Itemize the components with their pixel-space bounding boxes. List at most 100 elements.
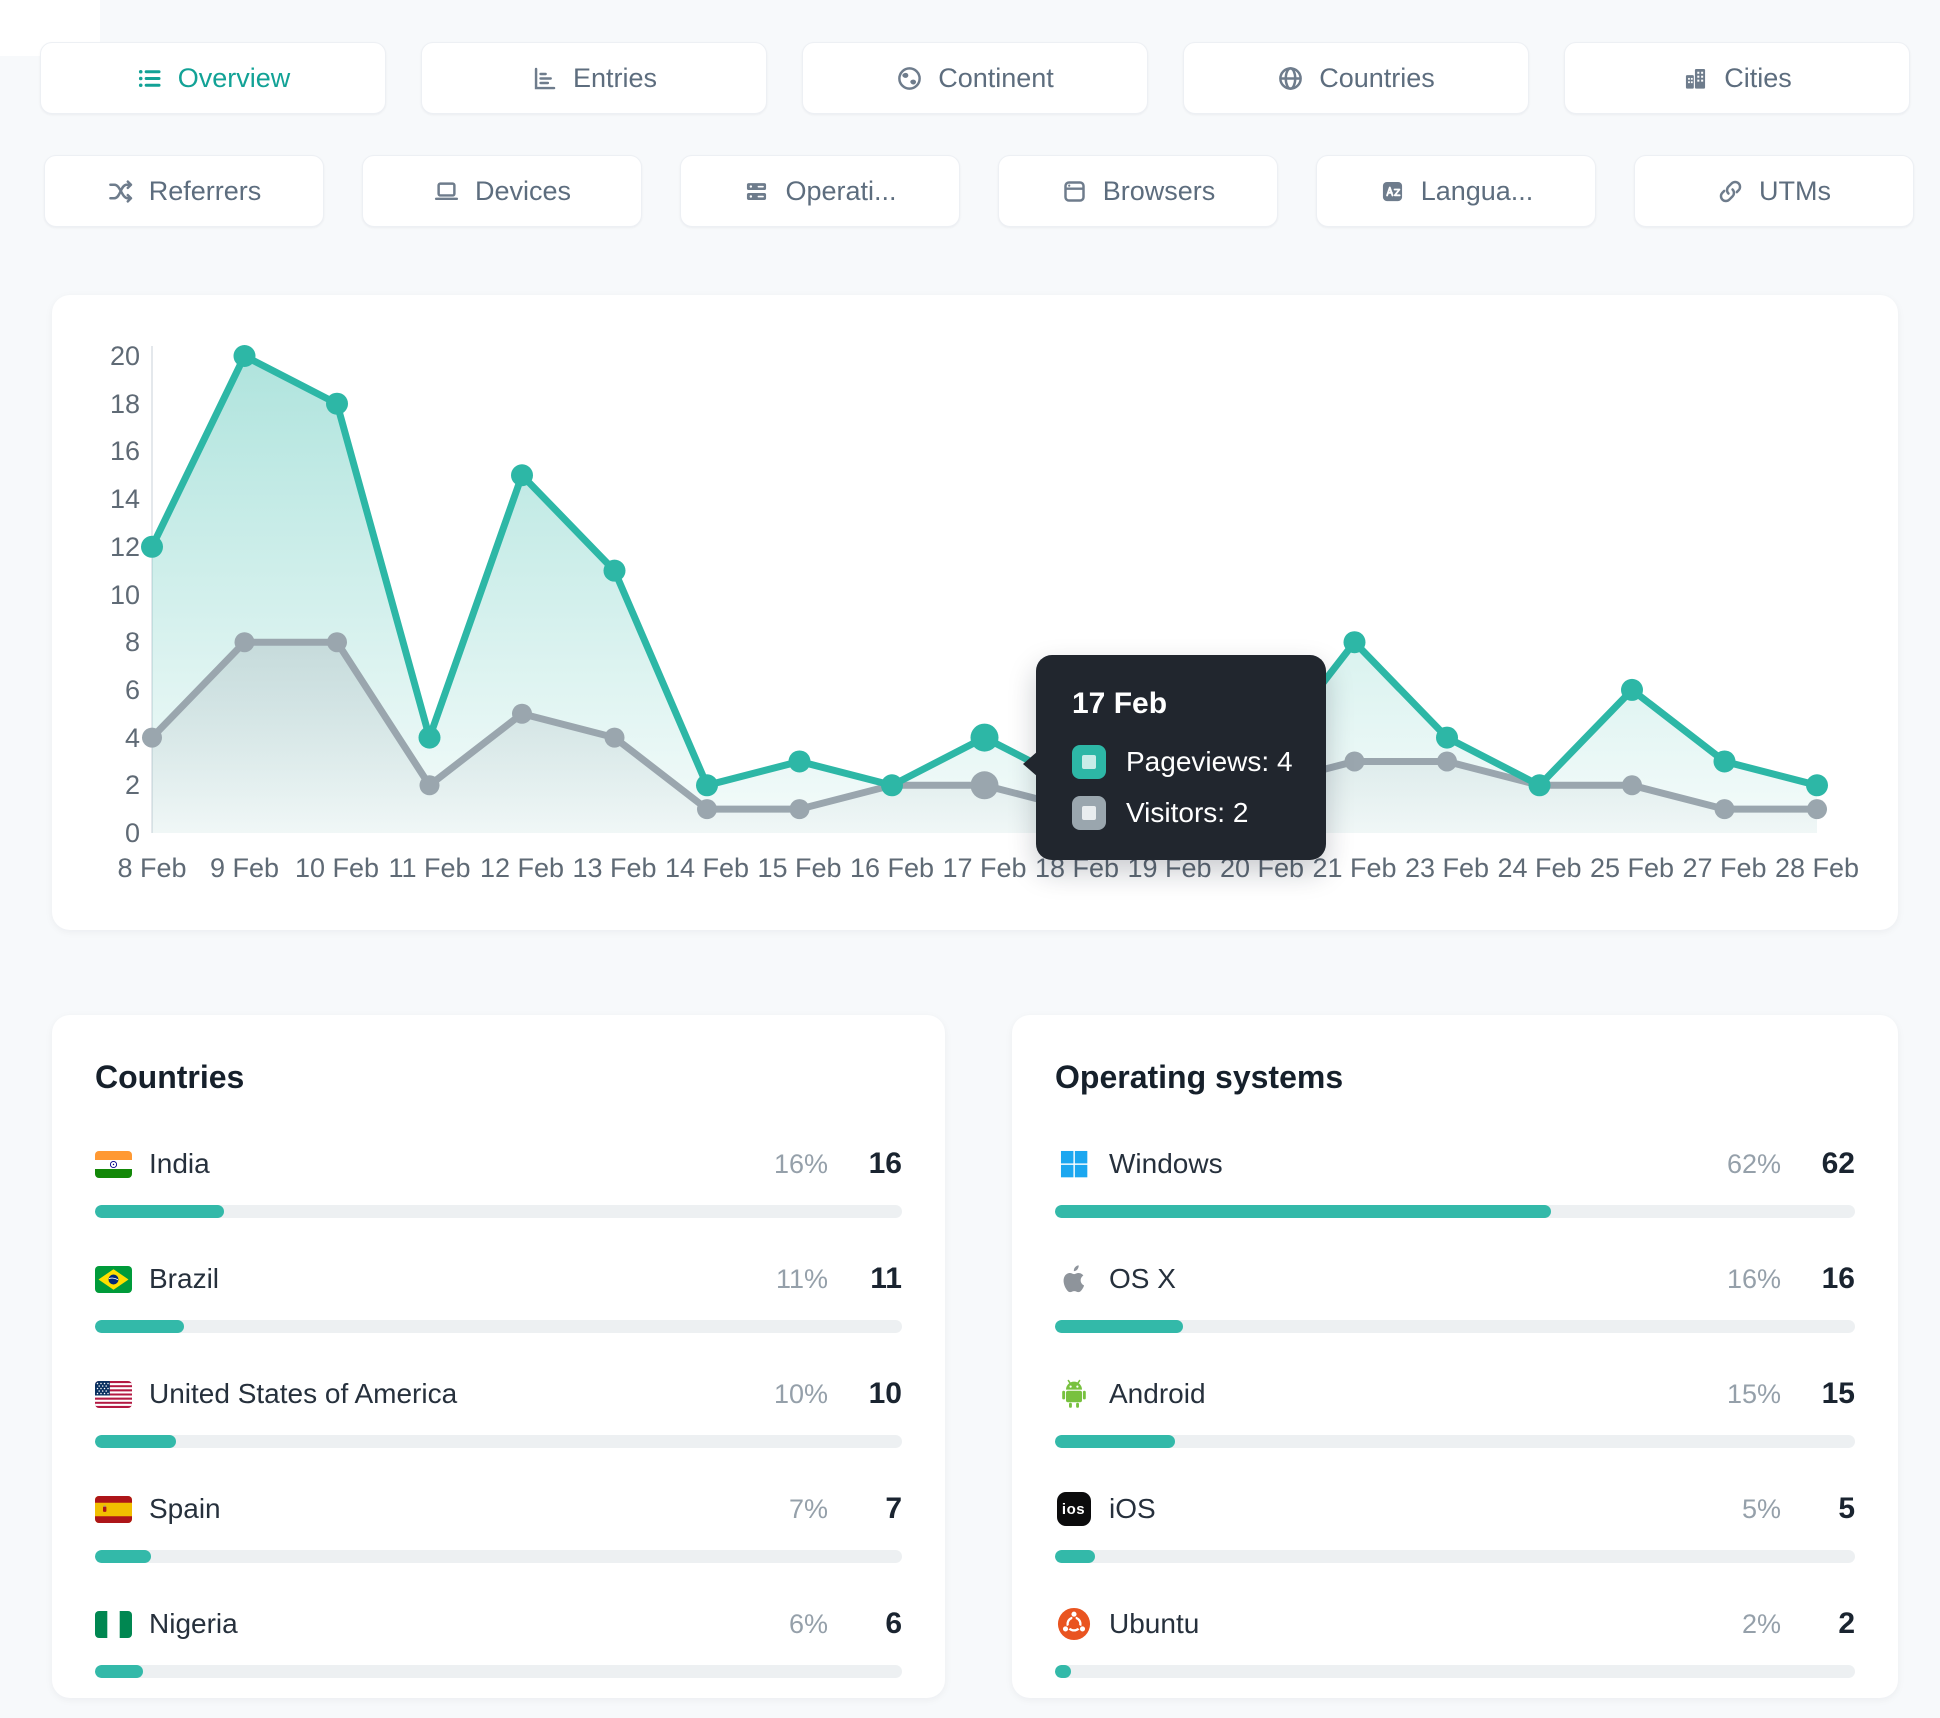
y-axis-label: 10 [109, 579, 140, 610]
visitors-point[interactable] [1437, 751, 1457, 772]
visitors-point[interactable] [234, 632, 255, 653]
visitors-point[interactable] [419, 775, 440, 796]
country-name: India [149, 1148, 210, 1179]
tab-cities[interactable]: Cities [1564, 42, 1910, 114]
nigeria-flag-icon [95, 1610, 132, 1638]
pageviews-point[interactable] [1621, 678, 1643, 701]
country-percent: 7% [788, 1493, 828, 1524]
os-percent: 15% [1726, 1378, 1781, 1409]
os-row-windows[interactable]: Windows 62% 62 [1055, 1143, 1855, 1218]
progress-track [1055, 1320, 1855, 1333]
buildings-icon [1682, 65, 1709, 92]
pageviews-point[interactable] [603, 559, 626, 582]
visitors-point[interactable] [789, 799, 810, 820]
x-axis-label: 14 Feb [664, 853, 750, 883]
country-row-spain[interactable]: Spain 7% 7 [95, 1488, 902, 1563]
visitors-point[interactable] [1714, 799, 1735, 820]
pageviews-point[interactable] [788, 750, 811, 773]
os-row-ios[interactable]: ios iOS 5% 5 [1055, 1488, 1855, 1563]
tab-overview[interactable]: Overview [40, 42, 386, 114]
visitors-point[interactable] [970, 771, 999, 800]
browser-window-icon [1061, 178, 1088, 205]
tab-devices[interactable]: Devices [362, 155, 642, 227]
spain-flag-icon [95, 1495, 132, 1523]
country-name: Brazil [149, 1263, 220, 1294]
tab-label: Operati... [785, 175, 897, 206]
visitors-point[interactable] [1807, 799, 1827, 820]
pageviews-point[interactable] [1713, 750, 1736, 773]
pageviews-point[interactable] [1436, 726, 1458, 749]
country-percent: 10% [773, 1378, 828, 1409]
tab-entries[interactable]: Entries [421, 42, 767, 114]
progress-fill [1055, 1665, 1071, 1678]
tab-browsers[interactable]: Browsers [998, 155, 1278, 227]
tooltip-arrow-icon [1023, 751, 1038, 777]
y-axis-label: 2 [124, 770, 140, 801]
tooltip-date: 17 Feb [1072, 687, 1168, 720]
tab-countries[interactable]: Countries [1183, 42, 1529, 114]
os-row-android[interactable]: Android 15% 15 [1055, 1373, 1855, 1448]
country-row-brazil[interactable]: Brazil 11% 11 [95, 1258, 902, 1333]
x-axis-label: 12 Feb [479, 853, 565, 883]
os-percent: 2% [1741, 1608, 1781, 1639]
visitors-point[interactable] [142, 727, 162, 748]
y-axis-label: 8 [124, 627, 140, 658]
pageviews-point[interactable] [881, 774, 903, 797]
tab-operating-systems[interactable]: Operati... [680, 155, 960, 227]
progress-fill [1055, 1320, 1183, 1333]
country-row-usa[interactable]: United States of America 10% 10 [95, 1373, 902, 1448]
y-axis-label: 0 [124, 818, 140, 848]
tab-label: Countries [1319, 62, 1435, 93]
pageviews-point[interactable] [1528, 774, 1551, 797]
tab-label: Cities [1724, 62, 1792, 93]
country-percent: 16% [773, 1148, 828, 1179]
os-value: 2 [1838, 1607, 1855, 1640]
pageviews-point[interactable] [511, 464, 533, 487]
pageviews-point[interactable] [1806, 774, 1828, 797]
tab-utms[interactable]: UTMs [1634, 155, 1914, 227]
visitors-point[interactable] [512, 703, 532, 724]
y-axis-label: 14 [109, 484, 140, 515]
country-percent: 11% [775, 1263, 828, 1294]
os-value: 5 [1838, 1492, 1855, 1525]
progress-fill [95, 1550, 152, 1563]
ios-icon: ios [1055, 1491, 1092, 1528]
pageviews-point[interactable] [418, 726, 441, 749]
x-axis-label: 25 Feb [1589, 853, 1675, 883]
visitors-point[interactable] [697, 799, 717, 820]
country-value: 11 [870, 1262, 902, 1295]
pageviews-visitors-chart[interactable] [52, 295, 1898, 930]
pageviews-point[interactable] [970, 723, 999, 752]
os-row-ubuntu[interactable]: Ubuntu 2% 2 [1055, 1603, 1855, 1678]
os-row-osx[interactable]: OS X 16% 16 [1055, 1258, 1855, 1333]
os-value: 16 [1821, 1262, 1855, 1295]
progress-fill [1055, 1550, 1095, 1563]
pageviews-area [152, 356, 1817, 833]
pageviews-point[interactable] [696, 774, 718, 797]
pageviews-point[interactable] [233, 345, 256, 367]
laptop-icon [433, 178, 460, 205]
tab-continent[interactable]: Continent [802, 42, 1148, 114]
visitors-point[interactable] [1622, 775, 1642, 796]
country-row-nigeria[interactable]: Nigeria 6% 6 [95, 1603, 902, 1678]
pageviews-point[interactable] [1343, 631, 1366, 654]
earth-icon [896, 65, 923, 92]
visitors-point[interactable] [1344, 751, 1365, 772]
country-percent: 6% [788, 1608, 828, 1639]
os-value: 15 [1821, 1377, 1855, 1410]
os-name: OS X [1109, 1263, 1176, 1294]
x-axis-label: 15 Feb [757, 853, 842, 883]
tab-referrers[interactable]: Referrers [44, 155, 324, 227]
os-card-title: Operating systems [1055, 1059, 1344, 1095]
pageviews-legend-marker-icon [1072, 745, 1106, 779]
tab-label: Langua... [1420, 175, 1534, 206]
os-value: 62 [1821, 1147, 1855, 1180]
pageviews-point[interactable] [326, 392, 348, 415]
bar-chart-icon [531, 65, 558, 92]
pageviews-point[interactable] [141, 535, 163, 558]
visitors-point[interactable] [604, 727, 625, 748]
country-row-india[interactable]: India 16% 16 [95, 1143, 902, 1218]
visitors-point[interactable] [327, 632, 347, 653]
tab-languages[interactable]: Langua... [1316, 155, 1596, 227]
os-name: Ubuntu [1109, 1608, 1200, 1639]
